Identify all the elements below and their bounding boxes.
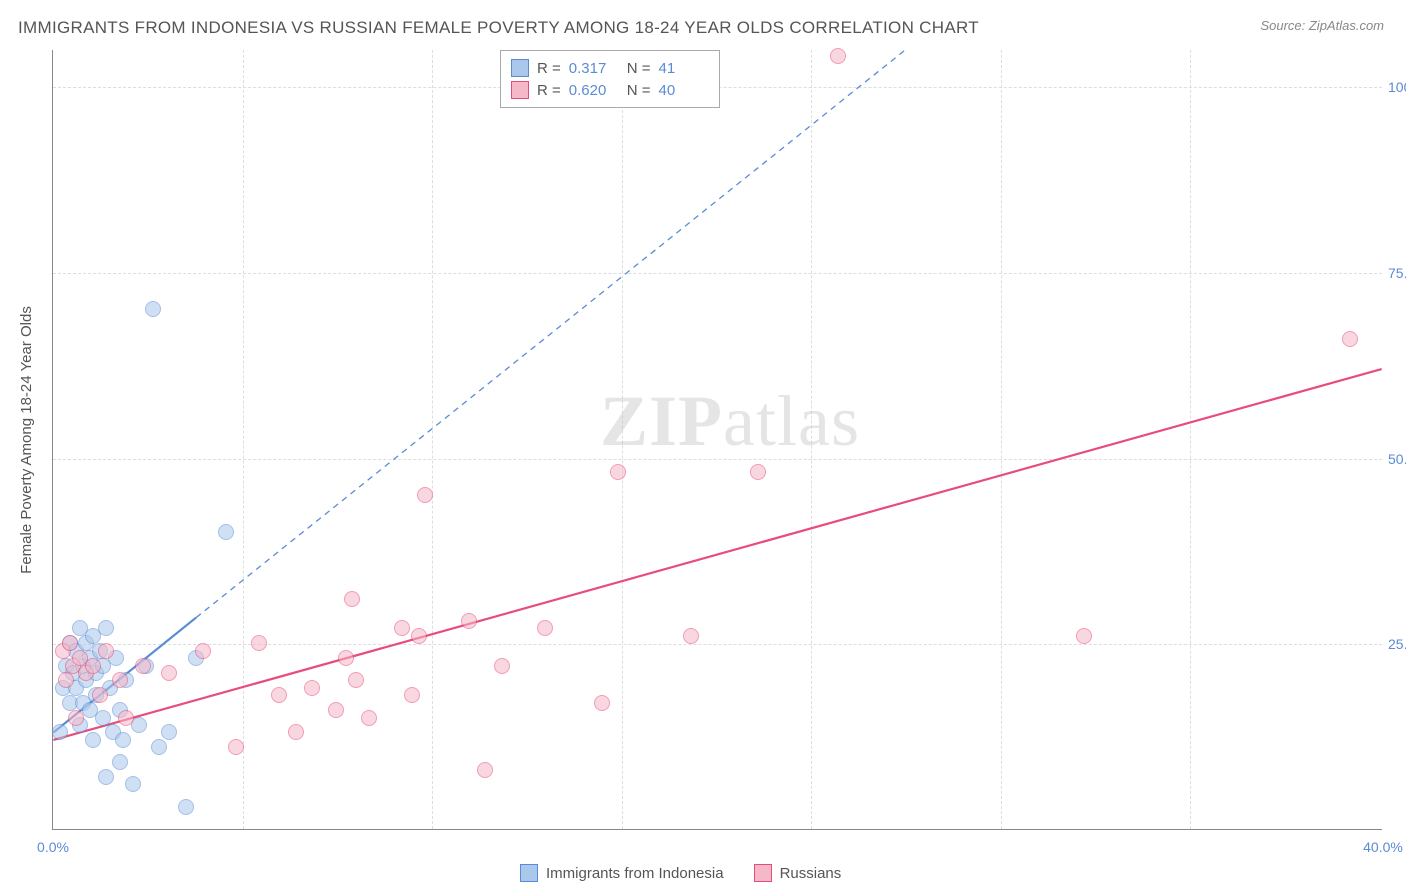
scatter-point-russians (85, 658, 101, 674)
gridline-v (243, 50, 244, 829)
chart-title: IMMIGRANTS FROM INDONESIA VS RUSSIAN FEM… (18, 18, 979, 38)
scatter-point-russians (195, 643, 211, 659)
y-tick-label: 25.0% (1388, 636, 1406, 652)
gridline-v (1190, 50, 1191, 829)
scatter-point-russians (750, 464, 766, 480)
stats-legend: R = 0.317 N = 41 R = 0.620 N = 40 (500, 50, 720, 108)
legend-label-indonesia: Immigrants from Indonesia (546, 865, 724, 882)
bottom-legend-item-indonesia: Immigrants from Indonesia (520, 864, 724, 882)
scatter-point-russians (338, 650, 354, 666)
scatter-point-russians (271, 687, 287, 703)
source-attribution: Source: ZipAtlas.com (1260, 18, 1384, 33)
scatter-point-russians (112, 672, 128, 688)
r-label: R = (537, 60, 561, 77)
scatter-point-indonesia (161, 724, 177, 740)
scatter-point-russians (58, 672, 74, 688)
scatter-point-russians (537, 620, 553, 636)
legend-swatch-russians-bottom (754, 864, 772, 882)
scatter-point-indonesia (125, 776, 141, 792)
scatter-point-russians (304, 680, 320, 696)
gridline-h (53, 459, 1382, 460)
scatter-point-russians (344, 591, 360, 607)
scatter-point-indonesia (218, 524, 234, 540)
legend-label-russians: Russians (780, 865, 842, 882)
trend-line-dash-indonesia (196, 50, 1016, 618)
scatter-point-russians (361, 710, 377, 726)
scatter-point-russians (135, 658, 151, 674)
scatter-point-russians (594, 695, 610, 711)
scatter-point-indonesia (98, 769, 114, 785)
n-value-russians: 40 (659, 82, 709, 99)
gridline-v (1001, 50, 1002, 829)
y-tick-label: 50.0% (1388, 451, 1406, 467)
scatter-point-russians (477, 762, 493, 778)
scatter-point-russians (1342, 331, 1358, 347)
scatter-point-russians (288, 724, 304, 740)
scatter-point-russians (394, 620, 410, 636)
gridline-v (432, 50, 433, 829)
scatter-point-russians (161, 665, 177, 681)
scatter-point-indonesia (145, 301, 161, 317)
scatter-point-russians (683, 628, 699, 644)
y-axis-title: Female Poverty Among 18-24 Year Olds (18, 306, 35, 574)
n-value-indonesia: 41 (659, 60, 709, 77)
scatter-point-indonesia (85, 732, 101, 748)
scatter-point-russians (417, 487, 433, 503)
n-label: N = (627, 60, 651, 77)
legend-swatch-indonesia-bottom (520, 864, 538, 882)
scatter-point-russians (328, 702, 344, 718)
stats-row-indonesia: R = 0.317 N = 41 (511, 57, 709, 79)
gridline-v (811, 50, 812, 829)
r-value-indonesia: 0.317 (569, 60, 619, 77)
scatter-point-russians (411, 628, 427, 644)
scatter-point-russians (404, 687, 420, 703)
scatter-point-indonesia (115, 732, 131, 748)
scatter-point-russians (348, 672, 364, 688)
legend-swatch-indonesia (511, 59, 529, 77)
scatter-point-russians (68, 710, 84, 726)
bottom-legend: Immigrants from Indonesia Russians (520, 864, 841, 882)
scatter-point-russians (98, 643, 114, 659)
stats-row-russians: R = 0.620 N = 40 (511, 79, 709, 101)
scatter-point-russians (494, 658, 510, 674)
scatter-point-indonesia (95, 710, 111, 726)
scatter-point-russians (228, 739, 244, 755)
scatter-point-indonesia (151, 739, 167, 755)
x-tick-label: 40.0% (1363, 839, 1403, 855)
trend-lines (53, 50, 1382, 829)
trend-line-russians (53, 369, 1381, 740)
scatter-point-russians (830, 48, 846, 64)
chart-plot-area: 25.0%50.0%75.0%100.0%0.0%40.0% (52, 50, 1382, 830)
bottom-legend-item-russians: Russians (754, 864, 842, 882)
x-tick-label: 0.0% (37, 839, 69, 855)
scatter-point-indonesia (98, 620, 114, 636)
scatter-point-russians (461, 613, 477, 629)
y-tick-label: 100.0% (1388, 79, 1406, 95)
scatter-point-russians (62, 635, 78, 651)
scatter-point-russians (251, 635, 267, 651)
gridline-h (53, 273, 1382, 274)
gridline-v (622, 50, 623, 829)
scatter-point-indonesia (52, 724, 68, 740)
r-label: R = (537, 82, 561, 99)
r-value-russians: 0.620 (569, 82, 619, 99)
scatter-point-russians (118, 710, 134, 726)
scatter-point-russians (610, 464, 626, 480)
y-tick-label: 75.0% (1388, 265, 1406, 281)
legend-swatch-russians (511, 81, 529, 99)
scatter-point-russians (1076, 628, 1092, 644)
scatter-point-indonesia (178, 799, 194, 815)
n-label: N = (627, 82, 651, 99)
scatter-point-russians (92, 687, 108, 703)
scatter-point-indonesia (112, 754, 128, 770)
